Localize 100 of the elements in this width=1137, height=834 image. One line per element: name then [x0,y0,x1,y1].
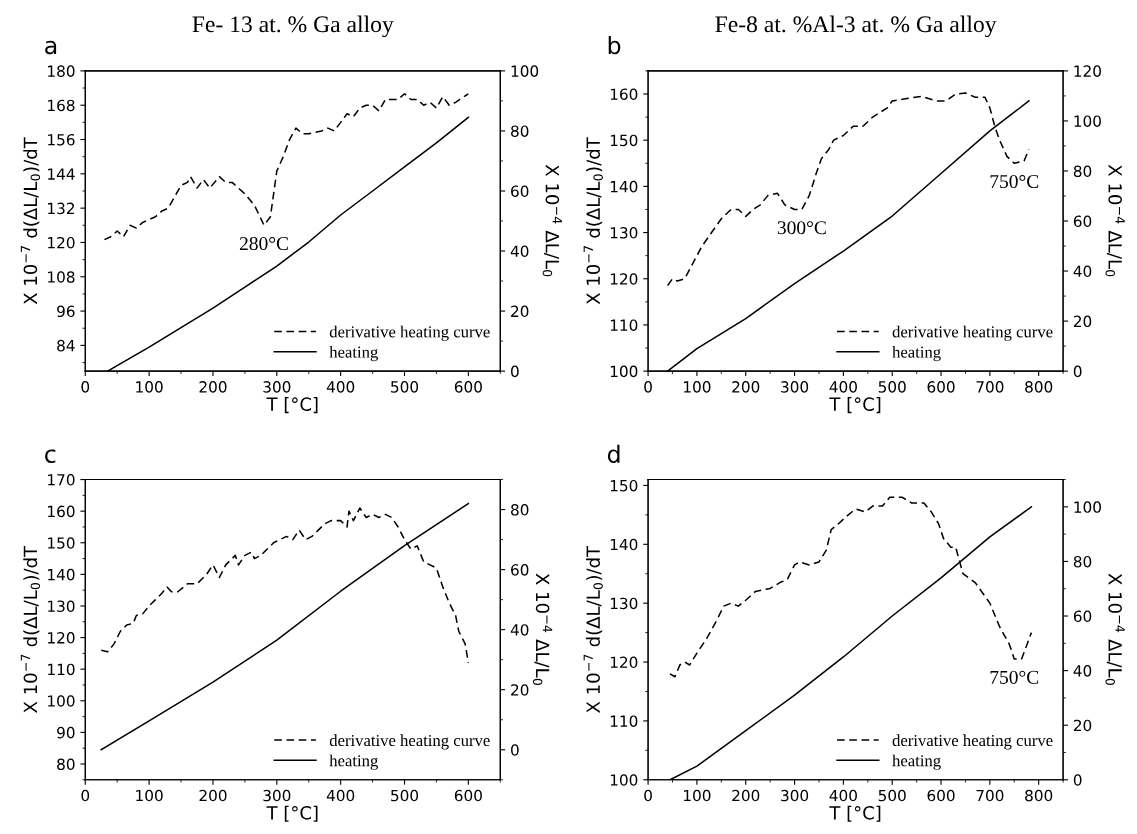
y-tick-label: 160 [610,88,638,101]
legend-label: heating [892,754,941,770]
x-tick-label: 600 [454,381,482,393]
y-tick-label: 130 [48,600,75,612]
x-tick-label: 200 [199,381,227,393]
annotation: 280°C [239,236,288,251]
x-tick-label: 300 [263,381,291,393]
x-tick-label: 700 [976,381,1004,393]
y-tick-label: 84 [57,339,75,352]
y2-tick-label: 120 [1074,65,1101,77]
y-tick-label: 160 [48,505,75,518]
legend-label: heating [329,345,378,362]
x-tick-label: 0 [644,789,652,802]
y-tick-label: 180 [48,65,75,77]
y-axis-title: X 10$^{−7}$ d(ΔL/L$_{0}$)/dT [20,545,41,713]
y-tick-label: 120 [48,632,75,644]
legend-label: derivative heating curve [329,325,490,341]
x-tick-label: 500 [878,789,906,802]
y-tick-label: 170 [48,474,75,486]
y-tick-label: 80 [57,758,75,771]
x-tick-label: 400 [326,381,355,393]
y-tick-label: 140 [610,538,638,551]
y-tick-label: 130 [610,227,638,239]
x-tick-label: 100 [136,381,163,393]
y-tick-label: 100 [48,695,75,707]
annotation: 300°C [777,221,826,235]
y2-tick-label: 80 [1073,165,1092,177]
x-tick-label: 500 [391,381,419,393]
y-axis-title: X 10$^{−7}$ d(ΔL/L$_{0}$)/dT [20,137,41,305]
legend-label: heating [329,754,378,770]
y-tick-label: 108 [48,271,75,283]
legend-label: derivative heating curve [892,734,1053,750]
y2-tick-label: 60 [511,185,529,198]
y2-tick-label: 0 [1073,365,1082,378]
y2-axis-title: X 10$^{−4}$ ΔL/L$_{0}$ [532,573,553,686]
y-axis-title: X 10$^{−7}$ d(ΔL/L$_{0}$)/dT [583,137,603,305]
text: c [45,449,56,463]
annotation: 750°C [990,670,1039,684]
y2-tick-label: 20 [1073,315,1092,328]
y2-tick-label: 60 [511,564,529,576]
y2-tick-label: 40 [1073,665,1092,677]
y2-tick-label: 100 [511,65,539,77]
y2-tick-label: 80 [511,125,529,137]
x-tick-label: 300 [781,789,809,802]
x-tick-label: 100 [684,381,711,393]
x-tick-label: 100 [136,789,163,802]
x-axis-title: T [°C] [829,805,881,822]
x-tick-label: 800 [1025,381,1053,393]
y2-tick-label: 0 [511,744,519,756]
legend-label: derivative heating curve [329,734,490,750]
y-axis-title: X 10$^{−7}$ d(ΔL/L$_{0}$)/dT [583,545,603,713]
y-tick-label: 140 [610,180,638,193]
text: b [608,36,621,55]
x-axis-title: T [°C] [266,397,318,414]
x-tick-label: 300 [781,381,809,393]
y-tick-label: 168 [48,99,75,112]
y2-tick-label: 0 [511,365,519,378]
y2-tick-label: 20 [511,684,529,696]
x-axis-title: T [°C] [829,397,881,414]
y-tick-label: 120 [610,273,638,285]
y2-axis-title: X 10$^{−4}$ ΔL/L$_{0}$ [1105,573,1125,686]
y-tick-label: 100 [610,774,638,786]
y2-tick-label: 40 [1073,265,1092,278]
legend-label: heating [892,345,941,362]
x-tick-label: 0 [81,381,90,393]
y-tick-label: 110 [48,663,75,676]
x-tick-label: 200 [732,381,760,393]
y-tick-label: 150 [48,537,75,549]
y2-tick-label: 40 [510,245,529,258]
x-tick-label: 200 [732,789,760,802]
y-tick-label: 132 [48,202,75,215]
y2-tick-label: 100 [1074,501,1101,513]
x-tick-label: 400 [829,381,857,393]
x-tick-label: 0 [644,381,652,393]
x-tick-label: 600 [927,381,955,393]
y-tick-label: 140 [48,568,75,581]
y2-tick-label: 80 [511,504,529,516]
y-tick-label: 100 [610,365,638,378]
x-tick-label: 600 [927,789,955,802]
y2-tick-label: 80 [1073,555,1092,568]
y2-tick-label: 20 [511,305,529,318]
chart-title: Fe- 13 at. % Ga alloy [192,15,394,38]
y-tick-label: 130 [610,597,638,610]
y-tick-label: 156 [48,133,75,146]
y-tick-label: 120 [610,656,638,669]
y2-tick-label: 20 [1073,719,1092,732]
text: a [45,40,57,55]
legend-label: derivative heating curve [892,325,1053,341]
x-axis-title: T [°C] [266,805,318,822]
y2-axis-title: X 10$^{−4}$ ΔL/L$_{0}$ [1105,164,1125,277]
y-tick-label: 96 [57,305,75,318]
x-tick-label: 200 [199,789,227,802]
chart-title: Fe-8 at. %Al-3 at. % Ga alloy [715,15,997,38]
text: d [607,444,620,463]
x-tick-label: 400 [829,789,857,802]
y-tick-label: 150 [610,134,638,147]
y2-tick-label: 60 [1073,610,1092,623]
x-tick-label: 0 [81,789,90,802]
y2-tick-label: 40 [510,624,529,636]
x-tick-label: 400 [326,789,355,802]
